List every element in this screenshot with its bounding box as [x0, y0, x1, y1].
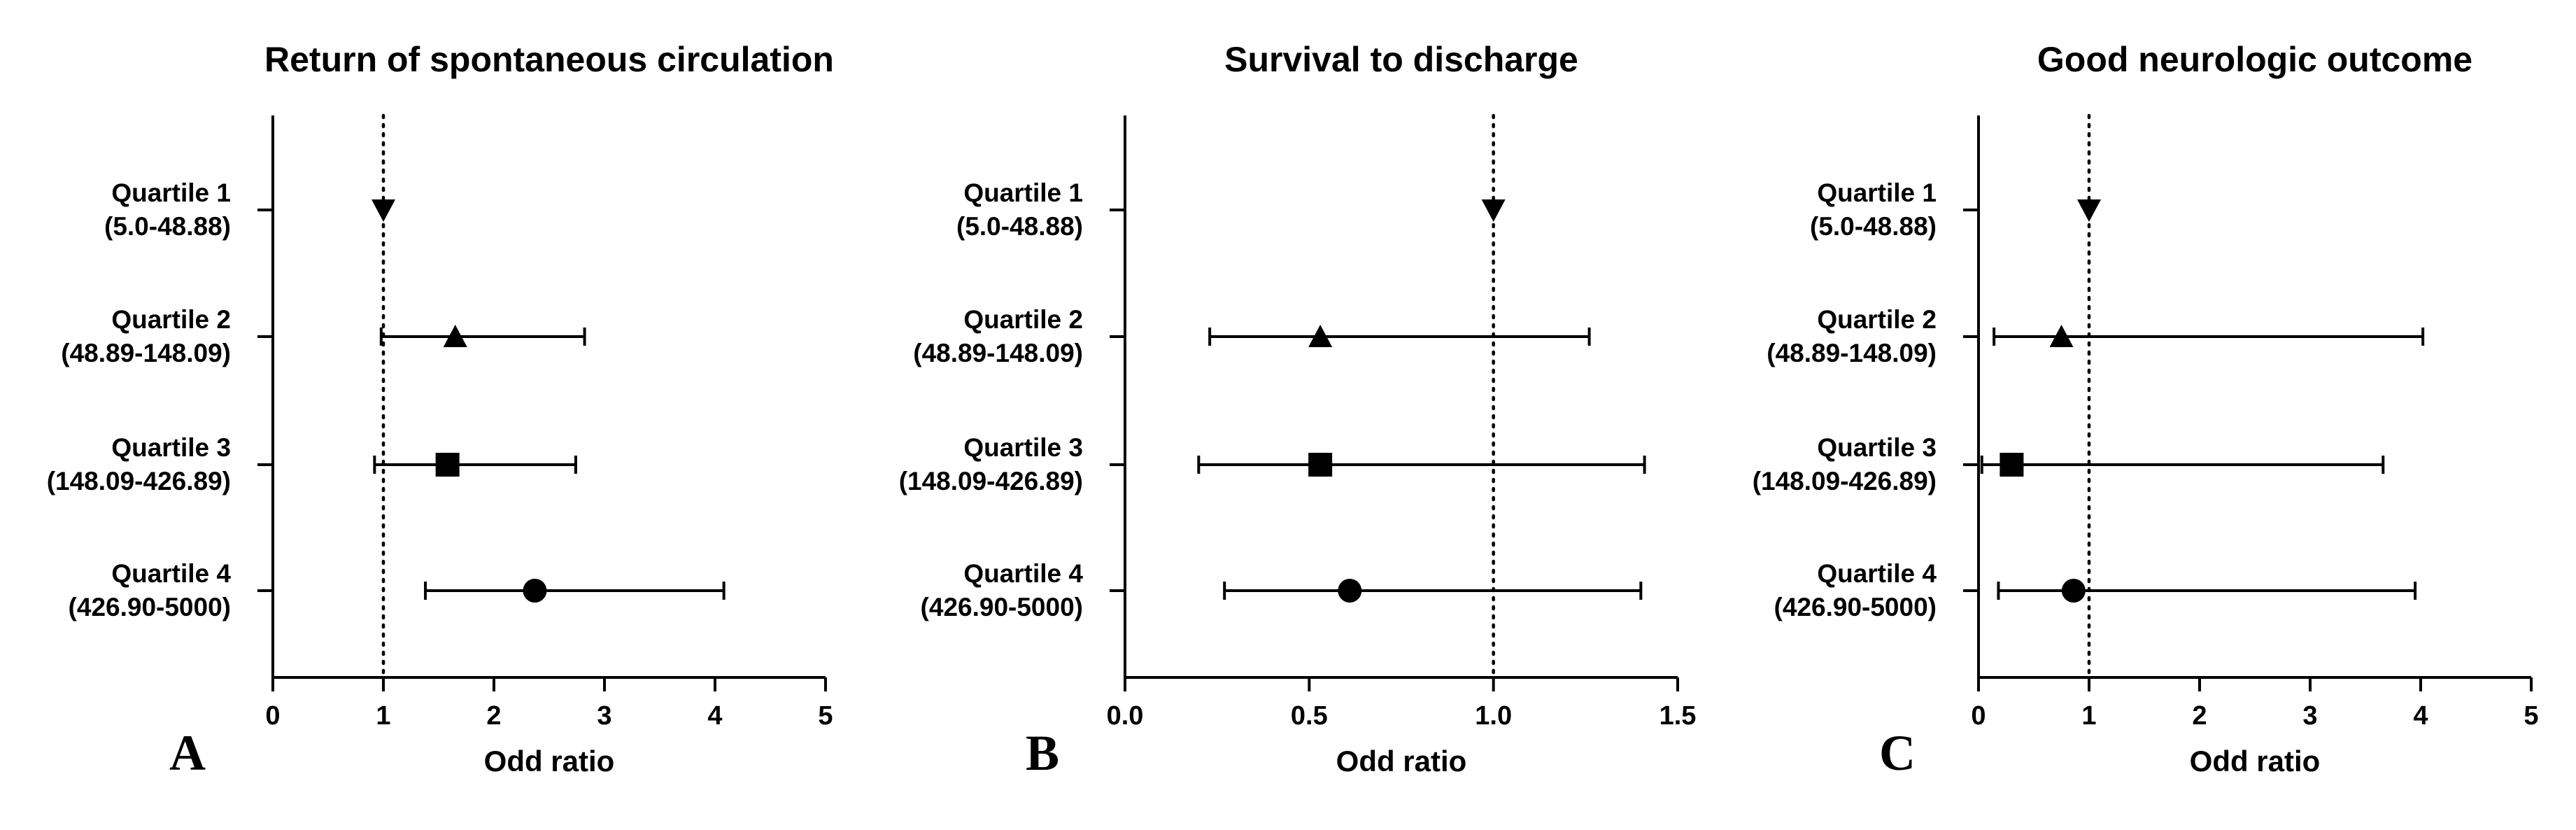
row-quartile-1: Quartile 1 (5.0-48.88)	[104, 178, 395, 241]
row-quartile-1: Quartile 1 (5.0-48.88)	[956, 178, 1506, 241]
x-tick-label: 0.5	[1291, 701, 1328, 731]
row-label: Quartile 4	[1817, 559, 1937, 588]
row-range-label: (5.0-48.88)	[1810, 212, 1937, 241]
row-quartile-2: Quartile 2 (48.89-148.09)	[61, 305, 586, 367]
row-range-label: (48.89-148.09)	[913, 339, 1083, 367]
row-quartile-4: Quartile 4 (426.90-5000)	[69, 559, 726, 621]
x-tick-label: 3	[2302, 701, 2317, 731]
circle-marker	[523, 579, 547, 603]
panel-title: Good neurologic outcome	[2037, 40, 2472, 79]
row-quartile-4: Quartile 4 (426.90-5000)	[921, 559, 1643, 621]
x-tick-label: 2	[486, 701, 501, 731]
row-label: Quartile 1	[963, 178, 1083, 207]
row-range-label: (426.90-5000)	[921, 593, 1083, 621]
row-range-label: (148.09-426.89)	[47, 467, 231, 495]
triangle-up-marker	[1308, 325, 1333, 347]
panel-title: Return of spontaneous circulation	[264, 40, 834, 79]
x-axis-label: Odd ratio	[484, 745, 615, 778]
row-range-label: (426.90-5000)	[1774, 593, 1937, 621]
circle-marker	[2061, 579, 2086, 603]
row-quartile-3: Quartile 3 (148.09-426.89)	[899, 433, 1646, 495]
row-range-label: (148.09-426.89)	[1753, 467, 1937, 495]
panel-letter: A	[169, 725, 206, 781]
panel-a: Return of spontaneous circulation 0 1 2 3 4 5 O…	[47, 40, 834, 781]
circle-marker	[1338, 579, 1362, 603]
x-tick-label: 2	[2192, 701, 2207, 731]
row-range-label: (5.0-48.88)	[104, 212, 231, 241]
row-quartile-4: Quartile 4 (426.90-5000)	[1774, 559, 2417, 621]
row-quartile-3: Quartile 3 (148.09-426.89)	[47, 433, 577, 495]
square-marker	[435, 453, 460, 477]
row-label: Quartile 1	[111, 178, 231, 207]
row-label: Quartile 1	[1817, 178, 1937, 207]
row-label: Quartile 4	[111, 559, 231, 588]
x-tick-label: 0	[1971, 701, 1986, 731]
x-tick-label: 1.0	[1475, 701, 1512, 731]
panel-c: Good neurologic outcome 0 1 2 3 4 5 Odd ratio C Q…	[1753, 40, 2539, 781]
triangle-down-marker	[1481, 199, 1506, 222]
triangle-up-marker	[2049, 325, 2074, 347]
row-label: Quartile 2	[1817, 305, 1937, 334]
square-marker	[2000, 453, 2024, 477]
row-label: Quartile 2	[963, 305, 1083, 334]
row-range-label: (48.89-148.09)	[1767, 339, 1937, 367]
x-tick-label: 5	[818, 701, 833, 731]
x-tick-label: 4	[2413, 701, 2428, 731]
row-quartile-2: Quartile 2 (48.89-148.09)	[913, 305, 1591, 367]
x-axis-label: Odd ratio	[1336, 745, 1467, 778]
row-label: Quartile 4	[963, 559, 1083, 588]
row-quartile-3: Quartile 3 (148.09-426.89)	[1753, 433, 2385, 495]
row-label: Quartile 2	[111, 305, 231, 334]
x-axis-label: Odd ratio	[2190, 745, 2321, 778]
row-quartile-2: Quartile 2 (48.89-148.09)	[1767, 305, 2425, 367]
triangle-up-marker	[443, 325, 467, 347]
row-label: Quartile 3	[963, 433, 1083, 462]
triangle-down-marker	[371, 199, 395, 222]
x-tick-label: 5	[2524, 701, 2538, 731]
x-tick-label: 3	[597, 701, 611, 731]
x-tick-label: 1	[376, 701, 390, 731]
x-tick-label: 1.5	[1659, 701, 1697, 731]
x-tick-label: 0	[265, 701, 280, 731]
row-label: Quartile 3	[111, 433, 231, 462]
row-range-label: (48.89-148.09)	[61, 339, 231, 367]
row-range-label: (426.90-5000)	[69, 593, 231, 621]
square-marker	[1308, 453, 1333, 477]
row-range-label: (148.09-426.89)	[899, 467, 1083, 495]
x-tick-label: 4	[707, 701, 722, 731]
row-quartile-1: Quartile 1 (5.0-48.88)	[1810, 178, 2101, 241]
triangle-down-marker	[2077, 199, 2101, 222]
panel-letter: C	[1879, 725, 1916, 781]
row-range-label: (5.0-48.88)	[956, 212, 1083, 241]
panel-title: Survival to discharge	[1224, 40, 1578, 79]
panel-letter: B	[1026, 725, 1059, 781]
x-tick-label: 0.0	[1107, 701, 1144, 731]
row-label: Quartile 3	[1817, 433, 1937, 462]
x-tick-label: 1	[2081, 701, 2096, 731]
panel-b: Survival to discharge 0.0 0.5 1.0 1.5 Odd rat…	[899, 40, 1697, 781]
